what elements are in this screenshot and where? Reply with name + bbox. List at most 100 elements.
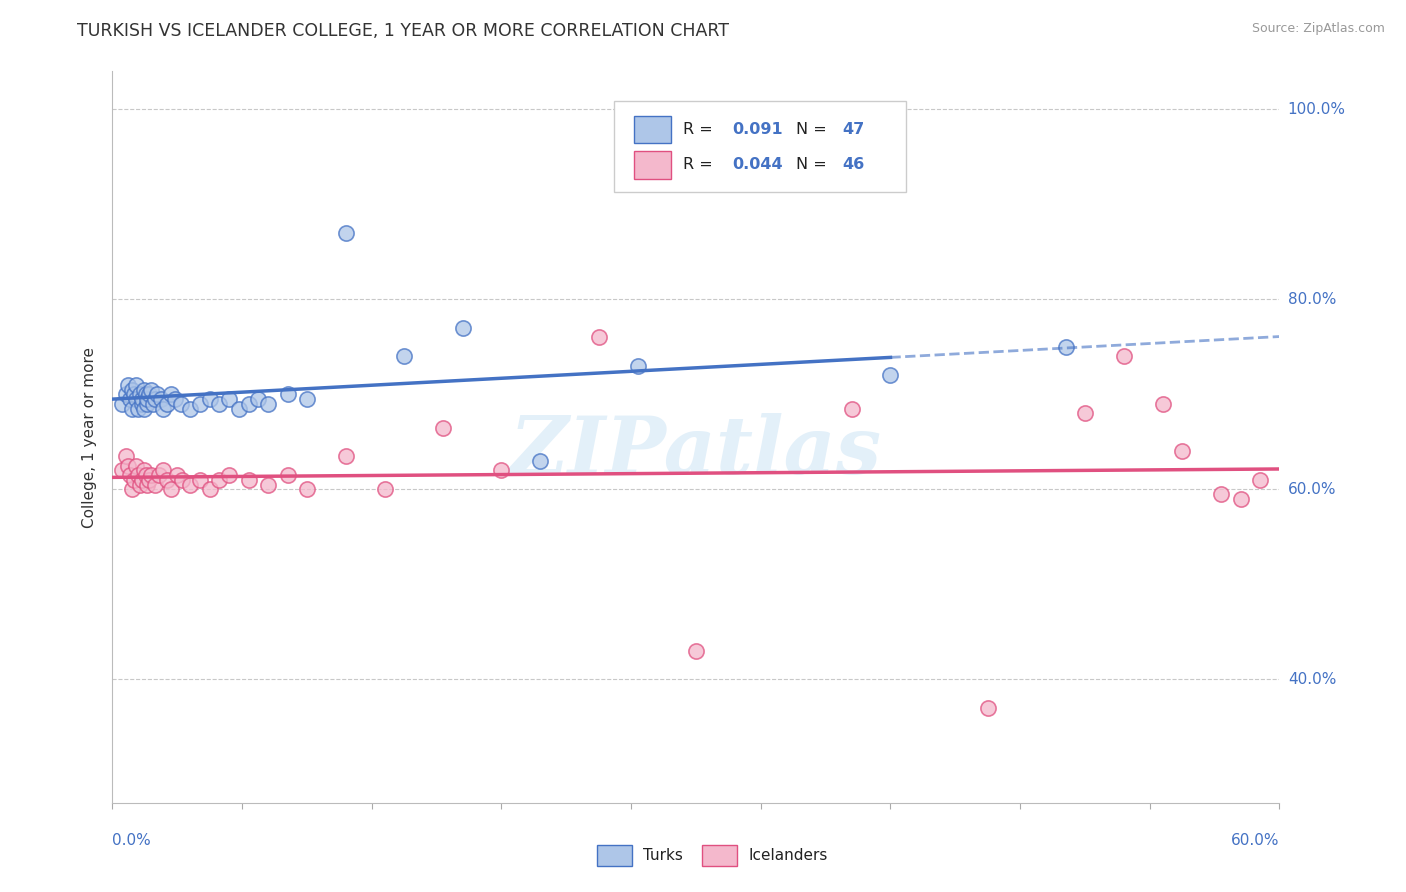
Text: R =: R =	[683, 157, 718, 172]
Point	[146, 387, 169, 401]
Text: 60.0%: 60.0%	[1288, 482, 1336, 497]
Point	[208, 397, 231, 411]
Point	[148, 468, 170, 483]
Point	[188, 397, 211, 411]
Point	[128, 387, 150, 401]
Point	[143, 392, 166, 406]
Point	[976, 701, 998, 715]
Point	[188, 473, 211, 487]
Point	[166, 468, 188, 483]
Text: N =: N =	[796, 122, 832, 137]
Point	[257, 397, 280, 411]
Point	[1209, 487, 1232, 501]
Point	[143, 477, 166, 491]
Point	[132, 401, 155, 416]
Point	[118, 392, 141, 406]
Point	[247, 392, 270, 406]
Point	[142, 397, 165, 411]
Point	[122, 387, 145, 401]
Point	[1249, 473, 1271, 487]
Point	[1152, 397, 1174, 411]
Text: 0.0%: 0.0%	[112, 833, 152, 848]
Point	[163, 392, 186, 406]
Point	[238, 473, 260, 487]
Text: N =: N =	[796, 157, 832, 172]
Point	[276, 468, 298, 483]
Point	[172, 473, 194, 487]
Point	[879, 368, 901, 383]
Point	[1171, 444, 1194, 458]
Point	[138, 387, 160, 401]
Point	[160, 483, 183, 497]
Point	[208, 473, 231, 487]
Point	[335, 226, 357, 240]
Point	[132, 383, 155, 397]
Point	[136, 392, 159, 406]
Point	[121, 483, 143, 497]
Point	[198, 392, 221, 406]
Point	[160, 387, 183, 401]
FancyBboxPatch shape	[614, 101, 905, 192]
Point	[115, 387, 138, 401]
Point	[136, 397, 159, 411]
Point	[257, 477, 280, 491]
Text: 80.0%: 80.0%	[1288, 292, 1336, 307]
Point	[451, 321, 474, 335]
Point	[156, 397, 179, 411]
Text: Source: ZipAtlas.com: Source: ZipAtlas.com	[1251, 22, 1385, 36]
Point	[1054, 340, 1077, 354]
Point	[135, 468, 157, 483]
Point	[127, 401, 149, 416]
Text: 40.0%: 40.0%	[1288, 672, 1336, 687]
Point	[131, 392, 153, 406]
Text: TURKISH VS ICELANDER COLLEGE, 1 YEAR OR MORE CORRELATION CHART: TURKISH VS ICELANDER COLLEGE, 1 YEAR OR …	[77, 22, 730, 40]
Point	[117, 377, 139, 392]
Point	[179, 477, 201, 491]
Point	[132, 463, 155, 477]
Point	[218, 468, 240, 483]
Point	[198, 483, 221, 497]
Point	[1229, 491, 1251, 506]
Y-axis label: College, 1 year or more: College, 1 year or more	[82, 347, 97, 527]
Point	[121, 383, 143, 397]
Text: Turks: Turks	[644, 848, 683, 863]
Point	[276, 387, 298, 401]
Point	[841, 401, 863, 416]
Point	[128, 477, 150, 491]
Point	[138, 473, 160, 487]
Text: 0.091: 0.091	[733, 122, 783, 137]
Point	[125, 458, 148, 473]
Point	[141, 383, 163, 397]
Point	[295, 392, 318, 406]
Point	[121, 401, 143, 416]
FancyBboxPatch shape	[596, 846, 631, 866]
Point	[115, 449, 138, 463]
Text: 60.0%: 60.0%	[1232, 833, 1279, 848]
Point	[374, 483, 396, 497]
Point	[111, 397, 134, 411]
Point	[228, 401, 250, 416]
Point	[141, 468, 163, 483]
FancyBboxPatch shape	[634, 151, 672, 178]
FancyBboxPatch shape	[702, 846, 737, 866]
Point	[685, 644, 707, 658]
Point	[125, 392, 148, 406]
Point	[295, 483, 318, 497]
Text: R =: R =	[683, 122, 718, 137]
Point	[152, 401, 174, 416]
Point	[335, 449, 357, 463]
FancyBboxPatch shape	[634, 116, 672, 144]
Point	[131, 397, 153, 411]
Point	[394, 349, 416, 363]
Point	[117, 458, 139, 473]
Point	[111, 463, 134, 477]
Point	[627, 359, 650, 373]
Point	[588, 330, 610, 344]
Point	[169, 397, 191, 411]
Point	[1112, 349, 1135, 363]
Text: ZIPatlas: ZIPatlas	[510, 413, 882, 491]
Text: 47: 47	[842, 122, 865, 137]
Point	[1074, 406, 1097, 420]
Point	[152, 463, 174, 477]
Point	[122, 473, 145, 487]
